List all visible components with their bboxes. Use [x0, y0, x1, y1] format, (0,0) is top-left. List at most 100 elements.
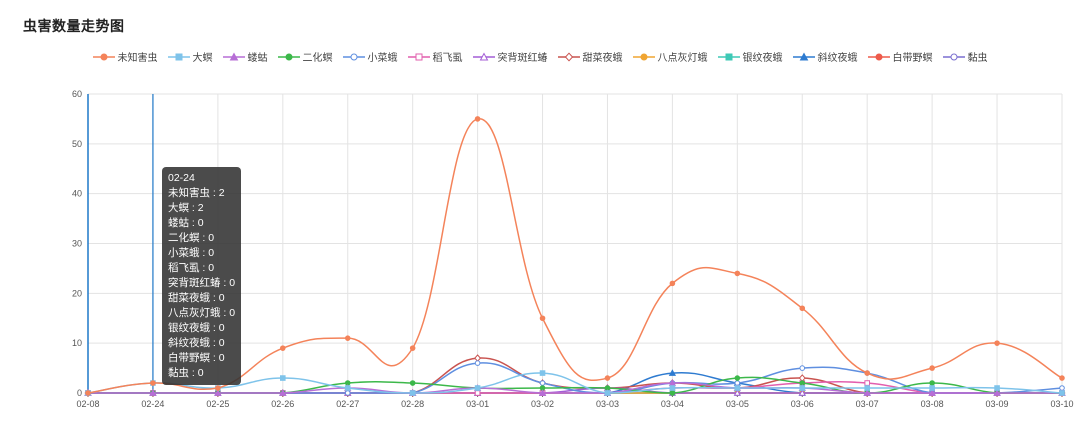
- data-point: [538, 389, 547, 396]
- data-point: [733, 389, 741, 396]
- data-point: [993, 389, 1001, 396]
- data-point: [474, 390, 481, 396]
- data-point: [799, 365, 806, 371]
- data-point: [474, 385, 481, 391]
- chart-title: 虫害数量走势图: [23, 18, 125, 34]
- x-tick-label: 03-08: [921, 399, 944, 409]
- x-tick-label: 02-24: [141, 399, 164, 409]
- x-tick-label: 03-07: [856, 399, 879, 409]
- data-point: [994, 340, 1000, 346]
- data-point: [929, 380, 935, 386]
- data-point: [85, 390, 91, 396]
- data-point: [669, 385, 676, 391]
- series-line: [87, 118, 1063, 394]
- legend-item[interactable]: 八点灰灯蛾: [632, 49, 708, 64]
- legend-marker-icon: [717, 53, 740, 60]
- y-tick-label: 40: [72, 189, 82, 199]
- data-point: [539, 315, 546, 322]
- legend-marker: [640, 53, 647, 60]
- legend-label: 白带野螟: [892, 53, 933, 64]
- data-point: [734, 385, 741, 391]
- legend-marker-icon: [92, 53, 115, 60]
- y-tick-label: 10: [72, 338, 82, 348]
- legend-marker: [725, 53, 732, 60]
- x-tick-label: 03-09: [986, 399, 1009, 409]
- chart-legend: 未知害虫 大螟 蝼蛄 二化螟 小菜蛾 稻飞虱 突背斑红蝽 甜菜夜蛾 八点灰灯蛾 银纹夜蛾 斜纹夜蛾 白…: [0, 49, 1080, 64]
- legend-label: 斜纹夜蛾: [817, 53, 858, 64]
- legend-item[interactable]: 大螟: [167, 49, 213, 64]
- legend-marker-icon: [222, 51, 245, 60]
- x-tick-label: 02-08: [76, 399, 99, 409]
- y-tick-label: 60: [72, 89, 82, 99]
- x-tick-label: 02-25: [206, 399, 229, 409]
- data-point: [539, 370, 546, 376]
- data-point: [150, 380, 156, 386]
- data-point: [798, 389, 806, 396]
- legend-item[interactable]: 黏虫: [942, 49, 988, 64]
- legend-item[interactable]: 未知害虫: [92, 49, 158, 64]
- legend-marker-icon: [277, 53, 300, 60]
- data-point: [604, 375, 611, 381]
- legend-marker: [950, 53, 957, 60]
- legend-item[interactable]: 银纹夜蛾: [717, 49, 783, 64]
- legend-marker: [415, 53, 422, 60]
- legend-marker-icon: [557, 51, 580, 62]
- data-point: [474, 116, 481, 122]
- data-point: [668, 379, 677, 386]
- data-point: [863, 389, 871, 396]
- legend-label: 小菜蛾: [367, 53, 398, 64]
- legend-item[interactable]: 小菜蛾: [342, 49, 398, 64]
- legend-item[interactable]: 甜菜夜蛾: [557, 49, 623, 64]
- legend-marker: [799, 51, 808, 60]
- data-point: [280, 375, 286, 381]
- x-tick-label: 03-10: [1050, 399, 1073, 409]
- x-tick-label: 02-28: [401, 399, 424, 409]
- legend-item[interactable]: 白带野螟: [867, 49, 933, 64]
- legend-marker-icon: [472, 51, 495, 60]
- x-tick-label: 02-26: [271, 399, 294, 409]
- legend-label: 未知害虫: [117, 53, 158, 64]
- legend-item[interactable]: 斜纹夜蛾: [792, 49, 858, 64]
- data-point: [214, 389, 222, 396]
- legend-item[interactable]: 蝼蛄: [222, 49, 268, 64]
- legend-label: 银纹夜蛾: [742, 53, 783, 64]
- x-tick-label: 03-01: [466, 399, 489, 409]
- series-4: [85, 360, 1065, 396]
- data-point: [474, 354, 482, 362]
- y-tick-label: 30: [72, 239, 82, 249]
- data-point: [799, 305, 806, 312]
- data-point: [798, 374, 806, 382]
- data-point: [474, 360, 481, 366]
- data-point: [928, 389, 936, 396]
- legend-marker: [564, 51, 573, 62]
- legend-label: 大螟: [192, 53, 213, 64]
- legend-marker-icon: [167, 53, 190, 60]
- data-point: [409, 345, 416, 351]
- data-point: [215, 385, 221, 391]
- y-tick-label: 50: [72, 139, 82, 149]
- data-point: [344, 390, 351, 396]
- data-point: [280, 345, 286, 351]
- x-tick-label: 03-06: [791, 399, 814, 409]
- data-point: [409, 380, 416, 386]
- data-point: [864, 380, 871, 386]
- y-tick-label: 20: [72, 288, 82, 298]
- x-tick-label: 03-02: [531, 399, 554, 409]
- line-chart[interactable]: 0 10 20 30 40 50 60 02-08 02-24 02-25 02-26 02-27 02…: [0, 70, 1080, 431]
- legend-marker: [350, 53, 357, 60]
- legend-label: 突背斑红蝽: [497, 53, 548, 64]
- legend-item[interactable]: 二化螟: [277, 49, 333, 64]
- legend-marker-icon: [867, 53, 890, 60]
- series-line: [87, 372, 1063, 394]
- data-point: [929, 365, 935, 371]
- legend-marker-icon: [342, 53, 365, 60]
- data-point: [929, 385, 935, 391]
- legend-item[interactable]: 稻飞虱: [407, 49, 463, 64]
- chart-area[interactable]: 0 10 20 30 40 50 60 02-08 02-24 02-25 02-26 02-27 02…: [0, 70, 1080, 431]
- series-line: [88, 382, 1062, 394]
- legend-item[interactable]: 突背斑红蝽: [472, 49, 548, 64]
- legend-label: 稻飞虱: [432, 53, 463, 64]
- data-point: [279, 389, 287, 396]
- data-point: [734, 270, 741, 277]
- legend-label: 二化螟: [302, 53, 333, 64]
